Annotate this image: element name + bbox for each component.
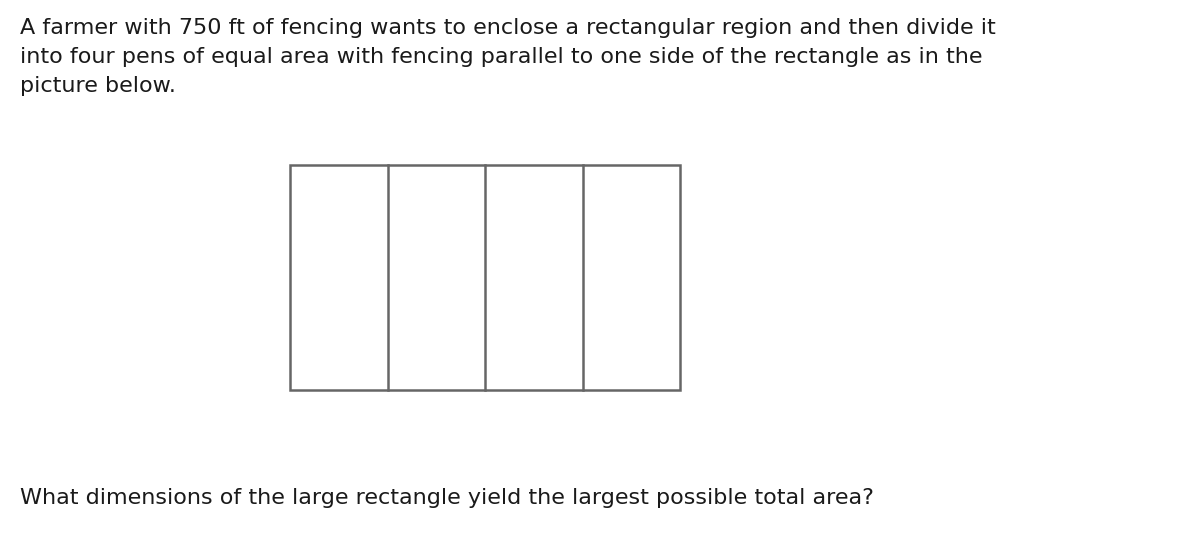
Bar: [290, 165, 680, 390]
Text: A farmer with 750 ft of fencing wants to enclose a rectangular region and then d: A farmer with 750 ft of fencing wants to…: [20, 18, 996, 96]
Text: What dimensions of the large rectangle yield the largest possible total area?: What dimensions of the large rectangle y…: [20, 488, 874, 508]
